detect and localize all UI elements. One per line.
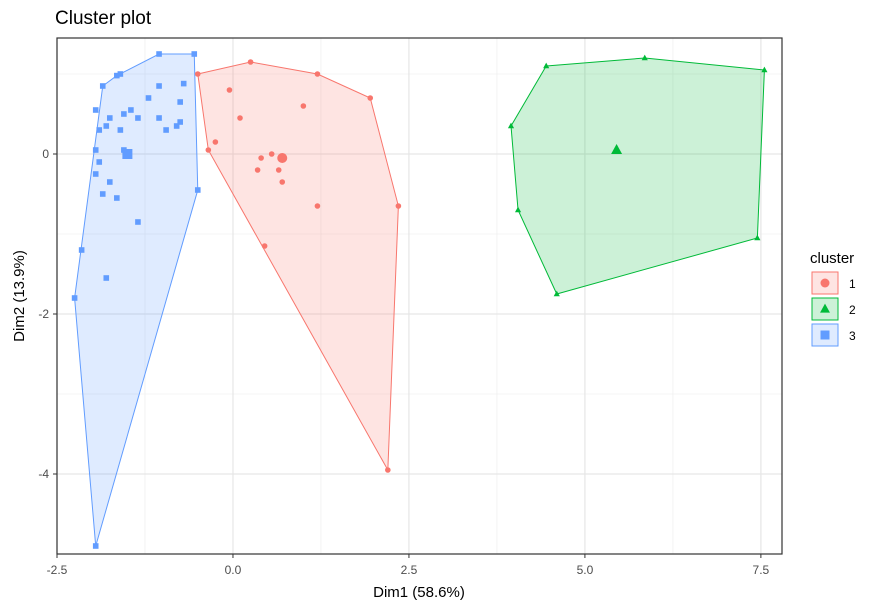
cluster-3-point [135,115,141,121]
cluster-1-point [258,155,264,161]
cluster-3-point [156,83,162,89]
x-tick-label: -2.5 [47,563,68,577]
cluster-3-point [163,127,169,133]
legend: cluster 1 2 3 [810,250,856,347]
cluster-hulls [74,53,765,547]
cluster-2-point [507,122,515,129]
cluster-3-center [122,149,133,159]
x-tick-label: 2.5 [401,563,418,577]
cluster-1-center [277,153,288,163]
cluster-3-point [99,191,106,197]
cluster-3-point [106,115,113,121]
cluster-1-point [314,71,321,77]
cluster-3-point [92,543,99,549]
x-axis-label: Dim1 (58.6%) [373,584,465,601]
legend-marker-1 [820,278,830,288]
cluster-1-point [300,103,307,109]
cluster-3-point [106,179,113,185]
legend-label-1: 1 [849,277,856,291]
legend-label-3: 3 [849,329,856,343]
cluster-3-point [71,295,78,301]
cluster-3-point [99,83,106,89]
cluster-2-center [611,144,623,154]
panel-border [56,37,783,555]
y-axis-ticks: -4 -2 0 [38,147,57,481]
cluster-3-point [194,187,201,193]
cluster-2-point [553,290,560,297]
cluster-3-point [191,51,198,57]
cluster-2-hull [510,57,765,295]
y-axis-label: Dim2 (13.9%) [11,250,28,342]
x-tick-label: 7.5 [753,563,770,577]
cluster-3-point [156,51,162,57]
cluster-3-point [96,127,103,133]
cluster-3-point [173,123,180,129]
cluster-3-point [103,275,110,281]
legend-title: cluster [810,250,854,267]
cluster-2-point [761,66,768,73]
x-tick-label: 0.0 [225,563,242,577]
cluster-3-point [114,195,120,201]
cluster-3-point [78,247,85,253]
cluster-2-point [641,54,648,61]
cluster-3-point [117,127,124,133]
cluster-3-point [156,115,162,121]
legend-label-2: 2 [849,303,856,317]
cluster-1-point [247,59,254,65]
cluster-3-point [96,159,103,165]
cluster-1-point [254,167,261,173]
cluster-1-point [205,147,212,153]
cluster-1-point [314,203,321,209]
legend-marker-2 [820,303,830,313]
cluster-3-point [92,107,99,113]
cluster-3-point [103,123,110,129]
cluster-3-point [128,107,134,113]
cluster-2-point [514,206,522,213]
y-tick-label: -2 [38,307,49,321]
cluster-3-point [135,219,141,225]
cluster-3-point [114,72,120,79]
y-tick-label: 0 [42,147,49,161]
cluster-3-point [92,171,99,177]
cluster-1-point [226,87,233,93]
cluster-2-point [543,62,550,69]
cluster-1-hull [197,61,399,472]
cluster-3-point [145,95,152,101]
cluster-3-point [92,147,99,153]
cluster-1-point [385,467,391,473]
cluster-1-point [268,151,275,157]
cluster-1-point [275,167,282,173]
x-tick-label: 5.0 [577,563,594,577]
y-tick-label: -4 [38,467,49,481]
cluster-2-point [754,234,761,241]
cluster-3-point [177,99,183,105]
cluster-1-point [261,243,268,249]
cluster-1-point [237,115,243,121]
cluster-3-point [117,71,124,77]
cluster-3-point [121,111,127,117]
legend-marker-3 [820,330,830,340]
cluster-1-point [367,95,374,101]
cluster-1-point [194,71,201,77]
data-points [71,51,768,549]
cluster-1-point [212,139,219,145]
cluster-1-point [279,179,286,185]
cluster-3-point [177,119,183,125]
cluster-3-point [180,80,187,87]
x-axis-ticks: -2.5 0.0 2.5 5.0 7.5 [47,554,770,577]
chart-title: Cluster plot [55,8,152,29]
cluster-1-point [395,203,402,209]
